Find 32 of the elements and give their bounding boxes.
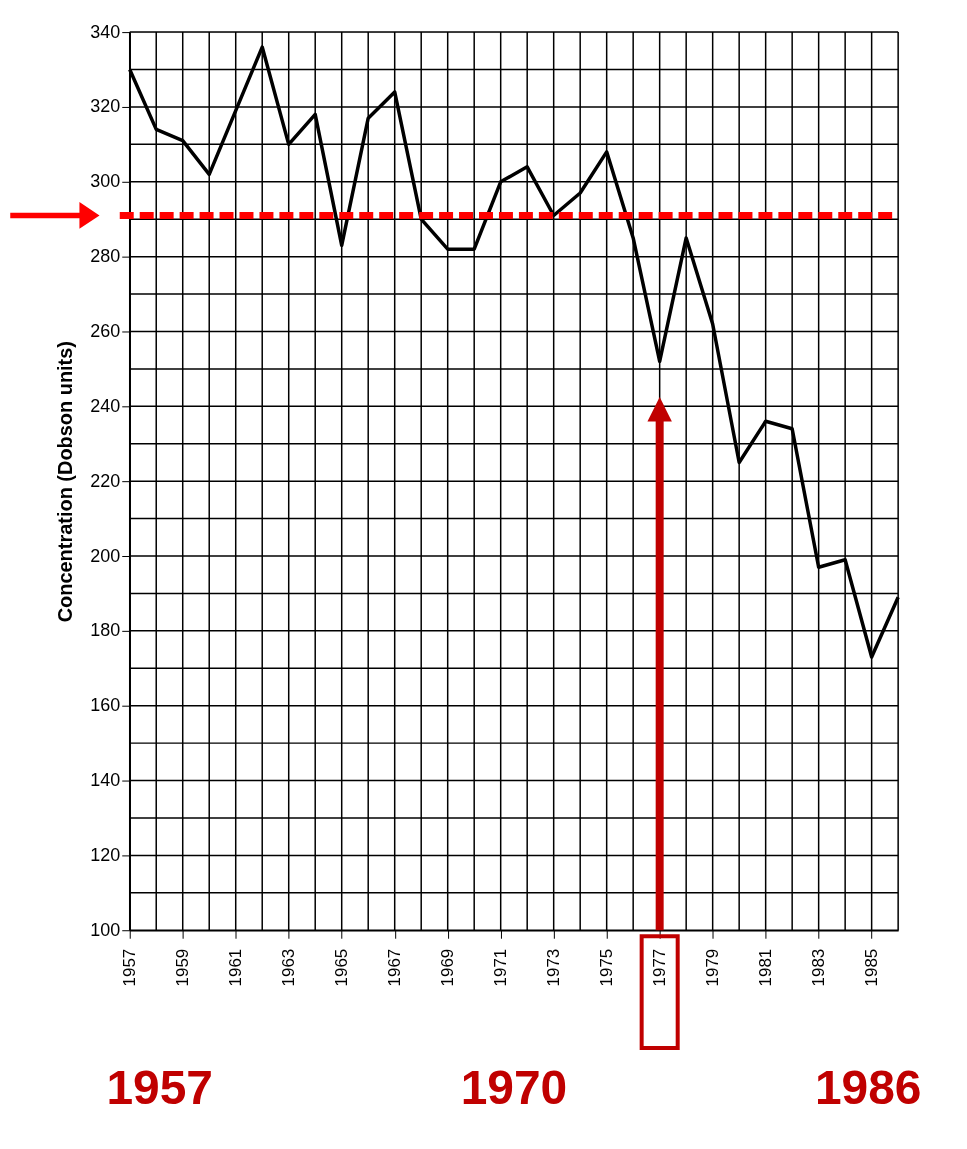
text: 1970 bbox=[460, 1060, 568, 1114]
text: 1957 bbox=[106, 1060, 213, 1114]
x-tick-label: 1985 bbox=[862, 948, 882, 987]
x-tick-label: 1977 bbox=[650, 948, 670, 987]
y-tick-label: 100 bbox=[90, 919, 121, 940]
x-tick-label: 1967 bbox=[385, 948, 405, 987]
y-tick-label: 160 bbox=[90, 695, 121, 716]
y-axis-title: Concentration (Dobson units) bbox=[54, 341, 77, 623]
y-tick-label: 320 bbox=[90, 96, 121, 117]
x-tick-label: 1973 bbox=[544, 948, 564, 987]
x-tick-label: 1965 bbox=[332, 948, 352, 987]
y-tick-label: 240 bbox=[90, 395, 121, 416]
x-tick-label: 1969 bbox=[438, 948, 458, 987]
x-tick-label: 1963 bbox=[279, 948, 299, 987]
y-tick-label: 340 bbox=[90, 21, 121, 42]
y-tick-label: 200 bbox=[90, 545, 121, 566]
x-tick-label: 1983 bbox=[809, 948, 829, 987]
text: 1986 bbox=[814, 1060, 922, 1114]
y-tick-label: 300 bbox=[90, 171, 121, 192]
y-tick-label: 180 bbox=[90, 620, 121, 641]
y-tick-label: 260 bbox=[90, 320, 121, 341]
x-tick-label: 1961 bbox=[226, 948, 246, 987]
x-tick-label: 1957 bbox=[120, 948, 140, 987]
x-tick-label: 1979 bbox=[703, 948, 723, 987]
x-tick-label: 1959 bbox=[173, 948, 193, 987]
y-tick-label: 120 bbox=[90, 844, 121, 865]
x-tick-label: 1981 bbox=[756, 948, 776, 987]
x-tick-label: 1975 bbox=[597, 948, 617, 987]
y-tick-label: 280 bbox=[90, 246, 121, 267]
y-tick-label: 140 bbox=[90, 770, 121, 791]
x-tick-label: 1971 bbox=[491, 948, 511, 987]
y-tick-label: 220 bbox=[90, 470, 121, 491]
